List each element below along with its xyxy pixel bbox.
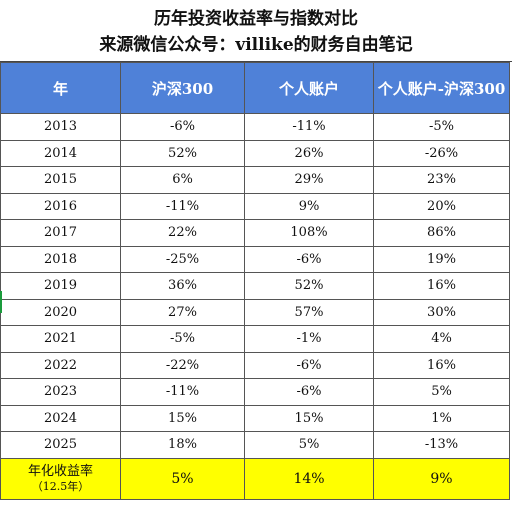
personal-cell[interactable]: -1%	[244, 325, 374, 353]
csi300-cell[interactable]: -5%	[120, 325, 245, 353]
personal-cell[interactable]: 5%	[244, 431, 374, 459]
summary-label: 年化收益率	[27, 463, 93, 479]
year-cell[interactable]: 2021	[0, 325, 121, 353]
table-row: 2021 -5% -1% 4%	[0, 325, 510, 353]
difference-cell[interactable]: 1%	[373, 404, 510, 432]
personal-cell[interactable]: 57%	[244, 298, 374, 326]
header-year[interactable]: 年	[0, 62, 121, 114]
csi300-cell[interactable]: -11%	[120, 378, 245, 406]
table-row: 2019 36% 52% 16%	[0, 272, 510, 300]
table-row: 2018 -25% -6% 19%	[0, 245, 510, 273]
csi300-cell[interactable]: 18%	[120, 431, 245, 459]
header-difference[interactable]: 个人账户-沪深300	[373, 62, 510, 114]
personal-cell[interactable]: 9%	[244, 192, 374, 220]
table-row: 2014 52% 26% -26%	[0, 139, 510, 167]
header-csi300[interactable]: 沪深300	[120, 62, 245, 114]
year-cell[interactable]: 2015	[0, 166, 121, 194]
year-cell[interactable]: 2013	[0, 113, 121, 141]
personal-cell[interactable]: 52%	[244, 272, 374, 300]
table-row: 2025 18% 5% -13%	[0, 431, 510, 459]
personal-cell[interactable]: -11%	[244, 113, 374, 141]
year-cell[interactable]: 2019	[0, 272, 121, 300]
personal-cell[interactable]: -6%	[244, 378, 374, 406]
table-row: 2023 -11% -6% 5%	[0, 378, 510, 406]
csi300-cell[interactable]: -22%	[120, 351, 245, 379]
difference-cell[interactable]: -26%	[373, 139, 510, 167]
difference-cell[interactable]: -5%	[373, 113, 510, 141]
csi300-cell[interactable]: 52%	[120, 139, 245, 167]
table-row: 2015 6% 29% 23%	[0, 166, 510, 194]
title-line-2: 来源微信公众号：villike的财务自由笔记	[99, 35, 413, 55]
year-cell[interactable]: 2025	[0, 431, 121, 459]
summary-csi300-cell[interactable]: 5%	[120, 457, 245, 500]
selection-marker	[0, 291, 2, 313]
csi300-cell[interactable]: 22%	[120, 219, 245, 247]
year-cell[interactable]: 2017	[0, 219, 121, 247]
difference-cell[interactable]: 16%	[373, 351, 510, 379]
csi300-cell[interactable]: 15%	[120, 404, 245, 432]
table-row: 2020 27% 57% 30%	[0, 298, 510, 326]
difference-cell[interactable]: 4%	[373, 325, 510, 353]
summary-sublabel: （12.5年）	[31, 479, 90, 493]
title-line-1: 历年投资收益率与指数对比	[154, 9, 358, 29]
personal-cell[interactable]: 29%	[244, 166, 374, 194]
returns-table: 年 沪深300 个人账户 个人账户-沪深300 2013 -6% -11% -5…	[0, 62, 510, 500]
difference-cell[interactable]: 16%	[373, 272, 510, 300]
csi300-cell[interactable]: -11%	[120, 192, 245, 220]
difference-cell[interactable]: 20%	[373, 192, 510, 220]
difference-cell[interactable]: 30%	[373, 298, 510, 326]
table-row: 2022 -22% -6% 16%	[0, 351, 510, 379]
summary-personal-cell[interactable]: 14%	[244, 457, 374, 500]
header-row: 年 沪深300 个人账户 个人账户-沪深300	[0, 62, 510, 114]
summary-label-cell[interactable]: 年化收益率 （12.5年）	[0, 457, 121, 500]
year-cell[interactable]: 2018	[0, 245, 121, 273]
table-row: 2017 22% 108% 86%	[0, 219, 510, 247]
csi300-cell[interactable]: -25%	[120, 245, 245, 273]
csi300-cell[interactable]: 27%	[120, 298, 245, 326]
year-cell[interactable]: 2023	[0, 378, 121, 406]
year-cell[interactable]: 2024	[0, 404, 121, 432]
summary-difference-cell[interactable]: 9%	[373, 457, 510, 500]
personal-cell[interactable]: 26%	[244, 139, 374, 167]
difference-cell[interactable]: -13%	[373, 431, 510, 459]
year-cell[interactable]: 2016	[0, 192, 121, 220]
year-cell[interactable]: 2020	[0, 298, 121, 326]
title-block[interactable]: 历年投资收益率与指数对比 来源微信公众号：villike的财务自由笔记	[0, 0, 512, 62]
personal-cell[interactable]: -6%	[244, 351, 374, 379]
header-personal-account[interactable]: 个人账户	[244, 62, 374, 114]
csi300-cell[interactable]: 6%	[120, 166, 245, 194]
personal-cell[interactable]: -6%	[244, 245, 374, 273]
difference-cell[interactable]: 86%	[373, 219, 510, 247]
summary-row: 年化收益率 （12.5年） 5% 14% 9%	[0, 457, 510, 500]
personal-cell[interactable]: 108%	[244, 219, 374, 247]
csi300-cell[interactable]: 36%	[120, 272, 245, 300]
personal-cell[interactable]: 15%	[244, 404, 374, 432]
table-row: 2013 -6% -11% -5%	[0, 113, 510, 141]
table-row: 2024 15% 15% 1%	[0, 404, 510, 432]
difference-cell[interactable]: 23%	[373, 166, 510, 194]
csi300-cell[interactable]: -6%	[120, 113, 245, 141]
table-row: 2016 -11% 9% 20%	[0, 192, 510, 220]
difference-cell[interactable]: 19%	[373, 245, 510, 273]
year-cell[interactable]: 2022	[0, 351, 121, 379]
difference-cell[interactable]: 5%	[373, 378, 510, 406]
year-cell[interactable]: 2014	[0, 139, 121, 167]
